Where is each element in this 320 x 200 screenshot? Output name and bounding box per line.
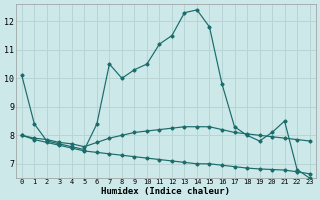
X-axis label: Humidex (Indice chaleur): Humidex (Indice chaleur) (101, 187, 230, 196)
